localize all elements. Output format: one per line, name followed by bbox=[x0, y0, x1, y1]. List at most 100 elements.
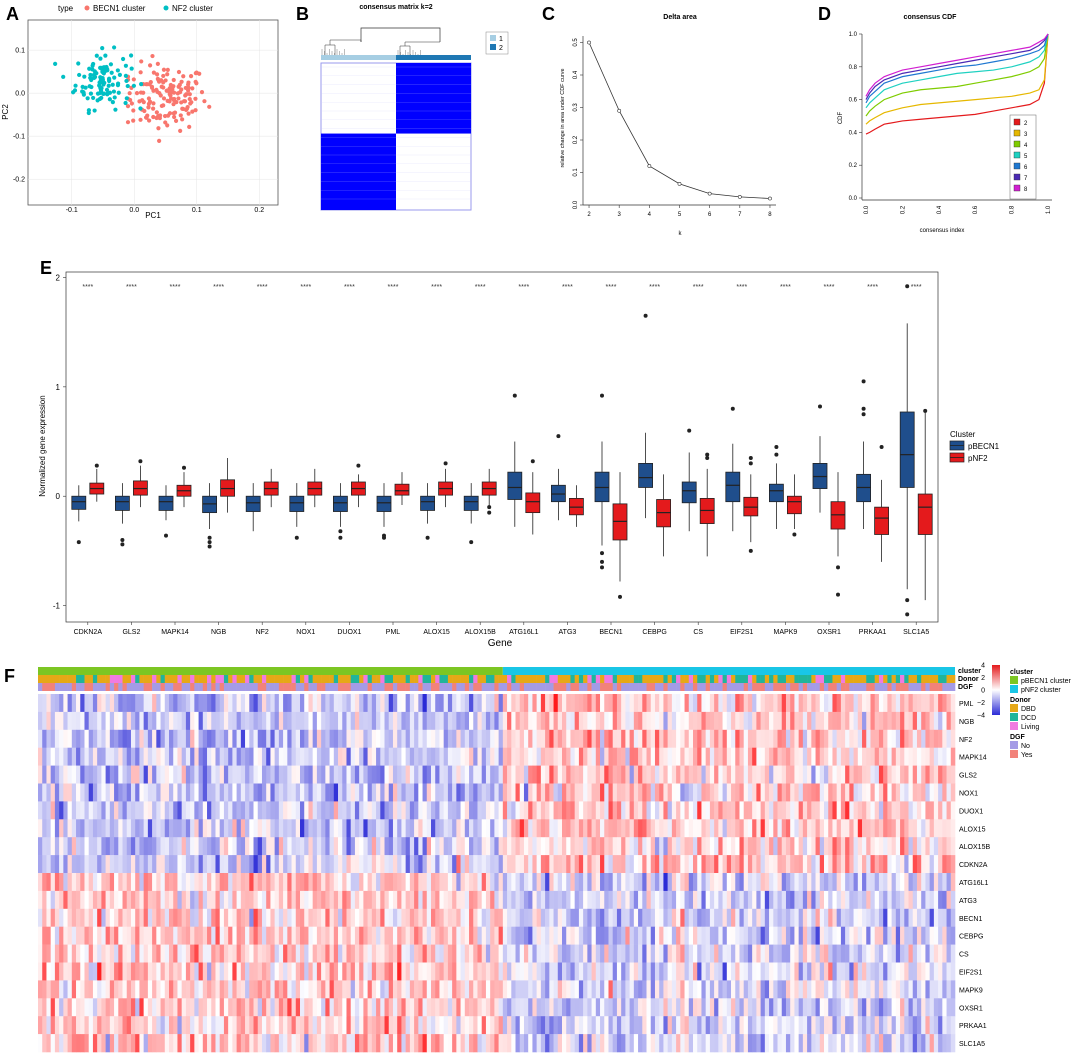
panel-f-dgf-cell bbox=[181, 683, 187, 691]
panel-f-donor-cell bbox=[553, 675, 559, 683]
panel-f-heatmap-cell bbox=[726, 873, 732, 892]
panel-f-heatmap-cell bbox=[756, 980, 761, 999]
panel-e-significance-label: **** bbox=[213, 284, 224, 291]
panel-f-heatmap-cell bbox=[156, 819, 161, 838]
panel-f-heatmap-cell bbox=[38, 944, 43, 963]
panel-f-heatmap-cell bbox=[59, 837, 64, 856]
panel-f-heatmap-cell bbox=[722, 873, 728, 892]
panel-f-heatmap-cell bbox=[811, 926, 816, 945]
panel-f-heatmap-cell bbox=[481, 926, 487, 945]
panel-f-heatmap-cell bbox=[511, 980, 516, 999]
panel-a-point-nf2 bbox=[103, 53, 108, 58]
panel-f-heatmap-cell bbox=[646, 801, 652, 820]
panel-f-heatmap-cell bbox=[591, 890, 597, 910]
panel-f-heatmap-cell bbox=[807, 694, 812, 713]
panel-f-heatmap-cell bbox=[164, 729, 170, 748]
panel-f-heatmap-cell bbox=[426, 801, 432, 820]
panel-c-ylabel: relative change in area under CDF curve bbox=[560, 68, 566, 167]
panel-f-heatmap-cell bbox=[169, 962, 174, 981]
panel-f-heatmap-cell bbox=[418, 980, 423, 999]
panel-f-heatmap-cell bbox=[367, 908, 373, 927]
panel-f-heatmap-cell bbox=[88, 926, 94, 945]
panel-f-heatmap-cell bbox=[752, 980, 757, 999]
panel-f-heatmap-cell bbox=[849, 783, 854, 802]
panel-f-heatmap-cell bbox=[304, 962, 309, 981]
panel-f-heatmap-cell bbox=[950, 980, 956, 999]
panel-f-heatmap-cell bbox=[760, 765, 766, 784]
panel-f-heatmap-cell bbox=[916, 837, 922, 856]
panel-f-heatmap-cell bbox=[684, 711, 690, 731]
panel-f-heatmap-cell bbox=[853, 783, 859, 802]
panel-f-heatmap-cell bbox=[380, 747, 385, 766]
panel-f-heatmap-cell bbox=[794, 747, 799, 766]
panel-f-heatmap-cell bbox=[321, 926, 326, 945]
panel-f-heatmap-cell bbox=[545, 783, 550, 802]
panel-f-heatmap-cell bbox=[545, 998, 550, 1017]
panel-f-heatmap-cell bbox=[862, 926, 867, 945]
panel-f-heatmap-cell bbox=[63, 747, 68, 766]
panel-f-heatmap-cell bbox=[114, 890, 119, 910]
panel-f-heatmap-cell bbox=[562, 747, 567, 766]
panel-f-heatmap-cell bbox=[697, 783, 702, 802]
panel-f-heatmap-cell bbox=[921, 926, 926, 945]
panel-f-heatmap-cell bbox=[781, 908, 787, 927]
panel-f-heatmap-cell bbox=[545, 855, 550, 874]
panel-f-donor-cell bbox=[46, 675, 51, 683]
panel-f-heatmap-cell bbox=[359, 694, 364, 713]
panel-f-heatmap-cell bbox=[126, 873, 132, 892]
panel-f-heatmap-cell bbox=[511, 711, 516, 731]
panel-f-heatmap-cell bbox=[109, 729, 115, 748]
panel-f-heatmap-cell bbox=[895, 944, 901, 963]
panel-f-heatmap-cell bbox=[249, 944, 254, 963]
panel-f-heatmap-cell bbox=[50, 980, 56, 999]
panel-f-heatmap-cell bbox=[650, 729, 656, 748]
panel-f-dgf-cell bbox=[59, 683, 64, 691]
panel-f-heatmap-cell bbox=[50, 944, 56, 963]
panel-f-heatmap-cell bbox=[731, 962, 736, 981]
panel-f-heatmap-cell bbox=[135, 694, 140, 713]
panel-f-donor-cell bbox=[625, 675, 630, 683]
panel-f-heatmap-cell bbox=[633, 908, 639, 927]
panel-f-dgf-cell bbox=[735, 683, 740, 691]
panel-f-heatmap-cell bbox=[528, 837, 533, 856]
panel-f-heatmap-cell bbox=[139, 694, 144, 713]
panel-f-heatmap-cell bbox=[756, 998, 761, 1017]
panel-f-heatmap-cell bbox=[342, 855, 347, 874]
panel-f-heatmap-cell bbox=[781, 783, 787, 802]
panel-f-heatmap-cell bbox=[270, 783, 275, 802]
panel-f-heatmap-cell bbox=[578, 855, 584, 874]
panel-f-heatmap-cell bbox=[587, 783, 592, 802]
panel-f-donor-cell bbox=[600, 675, 605, 683]
panel-f-heatmap-cell bbox=[431, 694, 436, 713]
panel-f-heatmap-cell bbox=[895, 765, 901, 784]
panel-f-heatmap-cell bbox=[600, 819, 605, 838]
panel-f-heatmap-cell bbox=[54, 801, 60, 820]
panel-f-heatmap-cell bbox=[684, 694, 690, 713]
panel-f-heatmap-cell bbox=[532, 837, 537, 856]
panel-f-heatmap-cell bbox=[346, 944, 352, 963]
panel-f-heatmap-cell bbox=[815, 711, 821, 731]
panel-f-heatmap-cell bbox=[245, 765, 250, 784]
panel-f-dgf-cell bbox=[701, 683, 706, 691]
panel-f-heatmap-cell bbox=[388, 801, 394, 820]
panel-f-heatmap-cell bbox=[752, 908, 757, 927]
panel-f-heatmap-cell bbox=[667, 980, 673, 999]
panel-f-heatmap-cell bbox=[549, 890, 554, 910]
panel-f-heatmap-cell bbox=[59, 747, 64, 766]
panel-f-heatmap-cell bbox=[118, 765, 123, 784]
panel-f-heatmap-cell bbox=[616, 819, 622, 838]
panel-f-heatmap-cell bbox=[912, 765, 918, 784]
panel-f-heatmap-cell bbox=[684, 962, 690, 981]
panel-f-heatmap-cell bbox=[139, 980, 144, 999]
panel-f-dgf-cell bbox=[612, 683, 618, 691]
panel-f-heatmap-cell bbox=[447, 801, 453, 820]
panel-f-heatmap-cell bbox=[701, 998, 706, 1017]
panel-f-heatmap-cell bbox=[650, 819, 656, 838]
panel-f-heatmap-cell bbox=[469, 747, 474, 766]
panel-f-heatmap-cell bbox=[646, 890, 652, 910]
panel-f-donor-cell bbox=[853, 675, 859, 683]
panel-f-heatmap-cell bbox=[840, 711, 846, 731]
panel-f-heatmap-cell bbox=[726, 998, 732, 1017]
panel-f-heatmap-cell bbox=[891, 783, 897, 802]
panel-f-heatmap-cell bbox=[422, 873, 428, 892]
